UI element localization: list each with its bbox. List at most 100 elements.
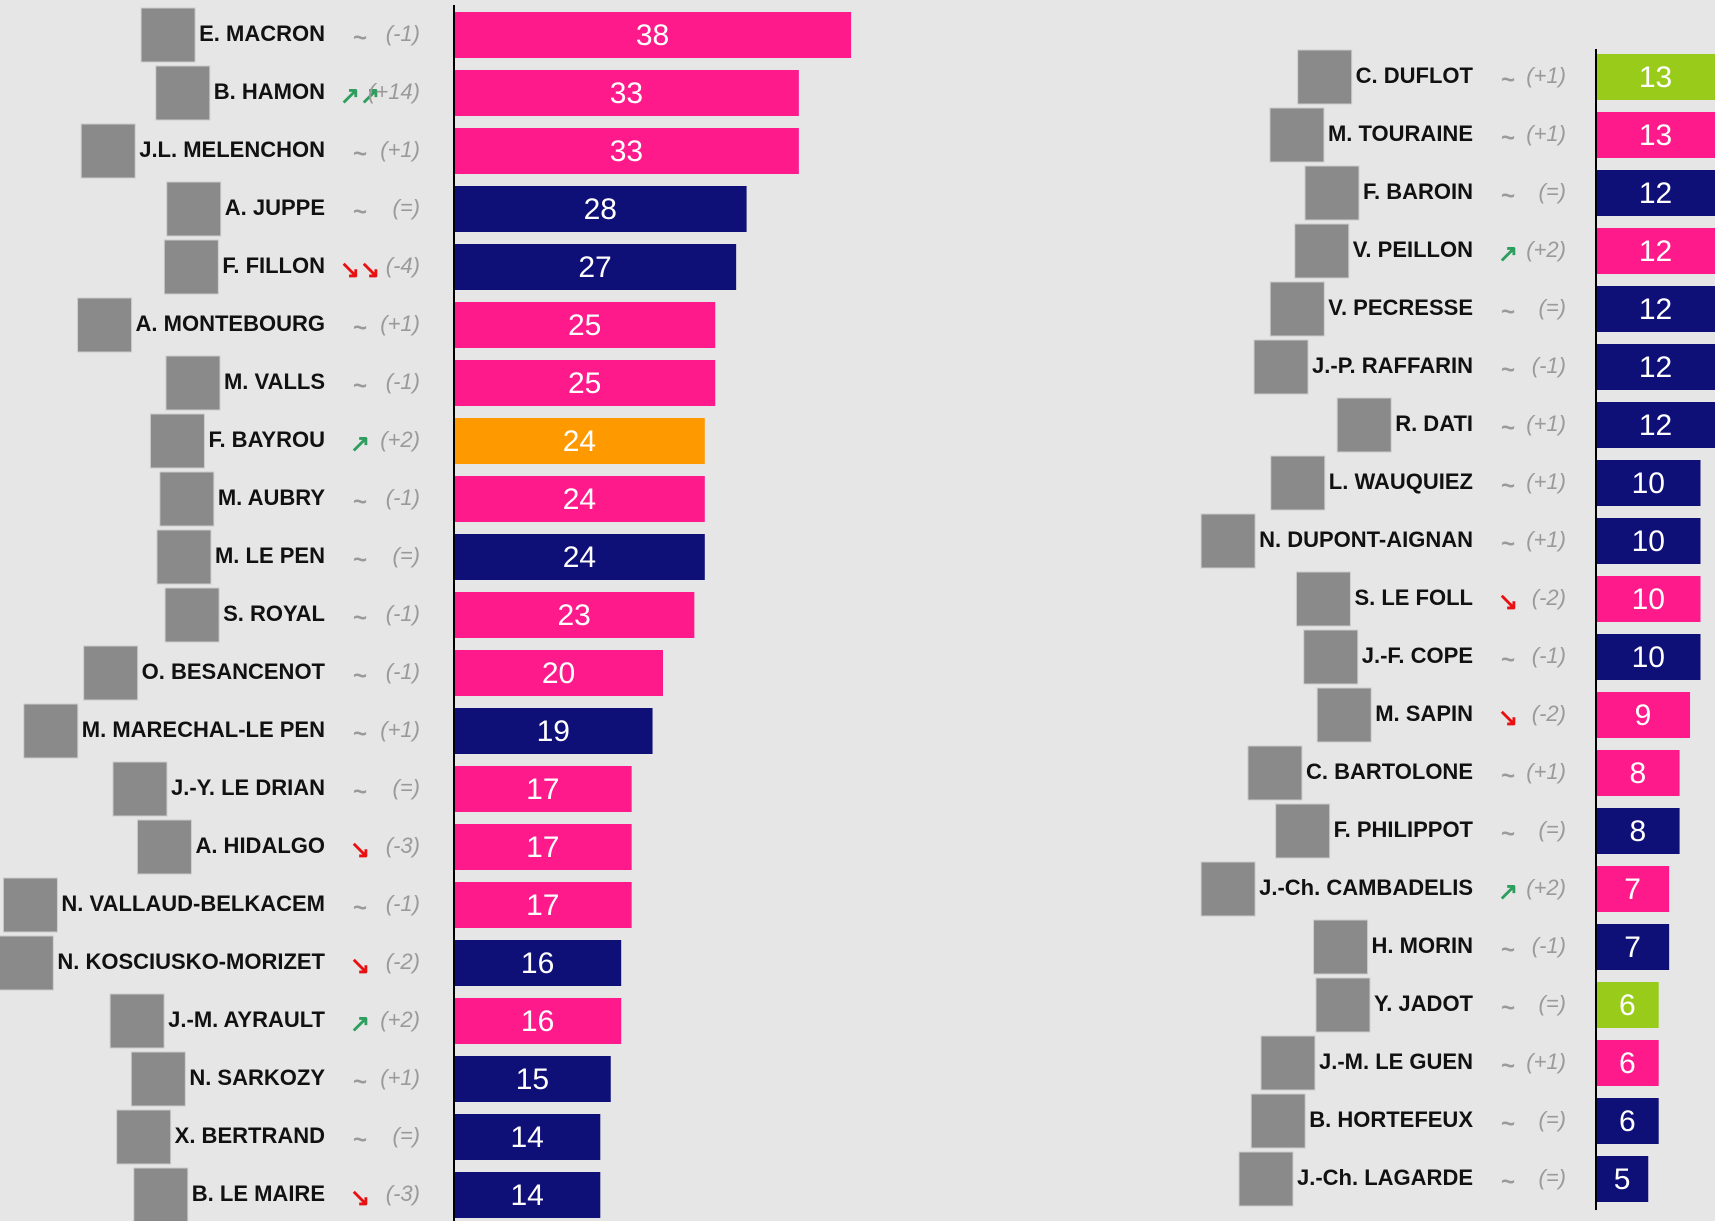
trend: ~ <box>353 1126 367 1153</box>
value-label: 33 <box>610 77 643 110</box>
candidate-name: J.-P. RAFFARIN <box>1312 353 1473 378</box>
photo <box>157 530 211 584</box>
candidate-name: J.-Ch. CAMBADELIS <box>1259 875 1473 900</box>
photo <box>1298 50 1352 104</box>
photo <box>137 820 191 874</box>
change: (+2) <box>1526 875 1566 900</box>
value-label: 5 <box>1614 1163 1631 1196</box>
trend: ↘ <box>350 952 370 979</box>
photo <box>1261 1036 1315 1090</box>
value-label: 12 <box>1639 177 1672 210</box>
candidate-name: M. LE PEN <box>215 543 325 568</box>
change: (+1) <box>380 137 420 162</box>
candidate-name: M. AUBRY <box>218 485 325 510</box>
candidate-name: A. JUPPE <box>225 195 325 220</box>
change: (+1) <box>380 1065 420 1090</box>
candidate-name: B. LE MAIRE <box>192 1181 325 1206</box>
candidate-name: A. HIDALGO <box>195 833 325 858</box>
trend: ~ <box>1501 936 1515 963</box>
trend: ~ <box>1501 182 1515 209</box>
candidate-name: R. DATI <box>1395 411 1473 436</box>
candidate-name: S. ROYAL <box>223 601 325 626</box>
value-label: 38 <box>636 19 669 52</box>
candidate-name: M. MARECHAL-LE PEN <box>82 717 325 742</box>
candidate-name: B. HORTEFEUX <box>1309 1107 1473 1132</box>
trend: ~ <box>353 314 367 341</box>
value-label: 13 <box>1639 119 1672 152</box>
candidate-name: M. SAPIN <box>1375 701 1473 726</box>
change: (+1) <box>1526 527 1566 552</box>
value-label: 24 <box>563 541 596 574</box>
photo <box>110 994 164 1048</box>
change: (=) <box>1539 817 1567 842</box>
value-label: 17 <box>526 773 559 806</box>
chart: E. MACRON~(-1)38B. HAMON↗↗(+14)33J.L. ME… <box>0 0 1715 1221</box>
change: (-3) <box>386 833 420 858</box>
value-label: 9 <box>1635 699 1652 732</box>
candidate-name: V. PECRESSE <box>1328 295 1473 320</box>
change: (-2) <box>1532 701 1566 726</box>
photo <box>1276 804 1330 858</box>
change: (=) <box>1539 991 1567 1016</box>
value-label: 12 <box>1639 351 1672 384</box>
value-label: 7 <box>1624 931 1641 964</box>
value-label: 10 <box>1632 641 1665 674</box>
trend: ~ <box>1501 1052 1515 1079</box>
value-label: 28 <box>584 193 617 226</box>
trend: ↗ <box>350 430 370 457</box>
trend: ↘↘ <box>340 256 380 283</box>
candidate-name: J.L. MELENCHON <box>139 137 325 162</box>
value-label: 10 <box>1632 583 1665 616</box>
trend: ~ <box>353 720 367 747</box>
value-label: 27 <box>578 251 611 284</box>
value-label: 12 <box>1639 235 1672 268</box>
change: (-1) <box>386 369 420 394</box>
photo <box>1317 688 1371 742</box>
value-label: 25 <box>568 309 601 342</box>
candidate-name: B. HAMON <box>214 79 325 104</box>
candidate-name: Y. JADOT <box>1374 991 1474 1016</box>
value-label: 13 <box>1639 61 1672 94</box>
candidate-name: N. DUPONT-AIGNAN <box>1259 527 1473 552</box>
photo <box>1248 746 1302 800</box>
photo <box>3 878 57 932</box>
photo <box>1296 572 1350 626</box>
trend: ~ <box>1501 530 1515 557</box>
value-label: 6 <box>1619 1047 1636 1080</box>
candidate-name: N. KOSCIUSKO-MORIZET <box>57 949 325 974</box>
trend: ~ <box>353 778 367 805</box>
change: (=) <box>393 543 421 568</box>
change: (+2) <box>380 427 420 452</box>
value-label: 33 <box>610 135 643 168</box>
trend: ~ <box>1501 66 1515 93</box>
photo <box>1251 1094 1305 1148</box>
candidate-name: A. MONTEBOURG <box>136 311 325 336</box>
candidate-name: H. MORIN <box>1372 933 1473 958</box>
candidate-name: C. DUFLOT <box>1356 63 1474 88</box>
change: (-1) <box>386 601 420 626</box>
trend: ~ <box>353 894 367 921</box>
change: (+1) <box>1526 1049 1566 1074</box>
change: (-4) <box>386 253 420 278</box>
photo <box>84 646 138 700</box>
trend: ~ <box>1501 298 1515 325</box>
candidate-name: J.-Y. LE DRIAN <box>171 775 325 800</box>
change: (+1) <box>380 311 420 336</box>
trend: ~ <box>353 140 367 167</box>
value-label: 7 <box>1624 873 1641 906</box>
change: (+1) <box>380 717 420 742</box>
trend: ↘ <box>1498 588 1518 615</box>
change: (-1) <box>386 21 420 46</box>
photo <box>1201 862 1255 916</box>
candidate-name: N. VALLAUD-BELKACEM <box>61 891 325 916</box>
photo <box>24 704 78 758</box>
photo <box>1201 514 1255 568</box>
trend: ~ <box>1501 124 1515 151</box>
change: (=) <box>393 775 421 800</box>
photo <box>1305 166 1359 220</box>
change: (=) <box>1539 295 1567 320</box>
change: (+2) <box>380 1007 420 1032</box>
photo <box>166 356 220 410</box>
trend: ↘ <box>350 1184 370 1211</box>
trend: ~ <box>1501 472 1515 499</box>
